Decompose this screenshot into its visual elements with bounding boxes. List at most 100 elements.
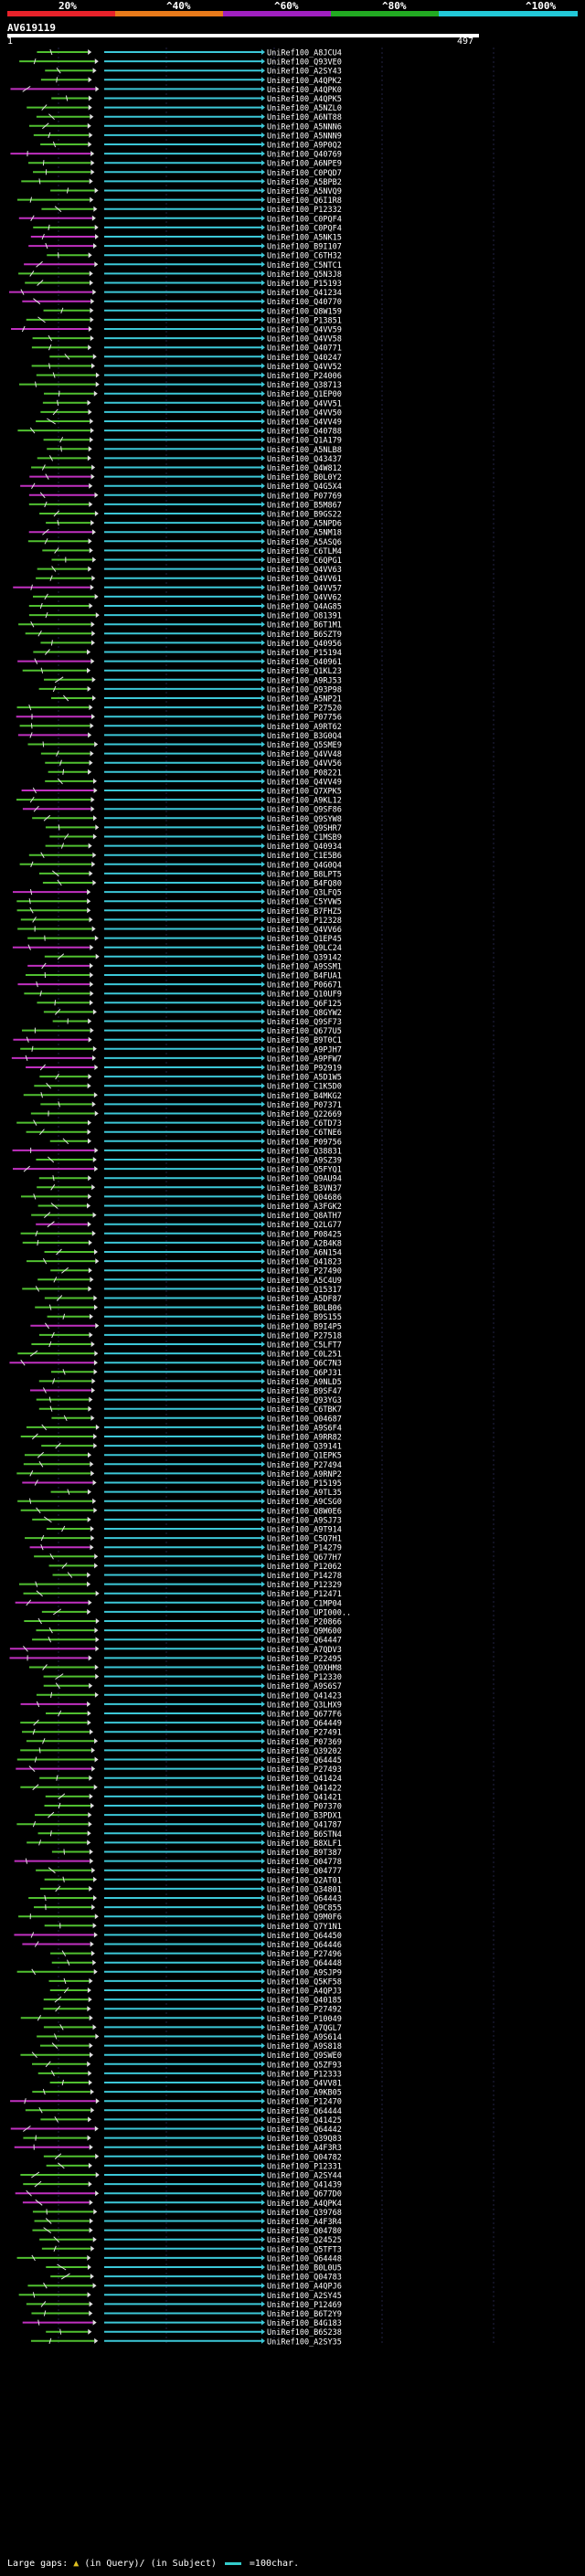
- hit-label[interactable]: UniRef100_Q64448: [267, 2254, 342, 2263]
- hit-label[interactable]: UniRef100_C6TD73: [267, 1119, 342, 1129]
- hit-label[interactable]: UniRef100_P22495: [267, 1655, 342, 1664]
- hit-label[interactable]: UniRef100_A9PJH7: [267, 1045, 342, 1055]
- hit-row[interactable]: UniRef100_Q9SHR7: [45, 824, 342, 833]
- hit-label[interactable]: UniRef100_Q04686: [267, 1193, 342, 1203]
- hit-label[interactable]: UniRef100_O81391: [267, 612, 342, 621]
- hit-label[interactable]: UniRef100_Q677D0: [267, 2190, 342, 2200]
- hit-label[interactable]: UniRef100_Q4VV59: [267, 326, 342, 335]
- hit-row[interactable]: UniRef100_A9KL12: [16, 797, 342, 806]
- hit-label[interactable]: UniRef100_Q4VV56: [267, 759, 342, 769]
- hit-label[interactable]: UniRef100_Q9SF86: [267, 806, 342, 815]
- hit-row[interactable]: UniRef100_Q41424: [39, 1775, 342, 1784]
- hit-label[interactable]: UniRef100_C6TBK7: [267, 1405, 342, 1415]
- hit-row[interactable]: UniRef100_A5NNN9: [33, 132, 342, 141]
- hit-row[interactable]: UniRef100_Q41421: [45, 1793, 342, 1802]
- hit-row[interactable]: UniRef100_A9S6S7: [43, 1682, 342, 1691]
- hit-row[interactable]: UniRef100_P12332: [41, 206, 342, 215]
- hit-row[interactable]: UniRef100_A9SJP9: [16, 1968, 342, 1977]
- hit-row[interactable]: UniRef100_Q3LHX9: [20, 1701, 342, 1710]
- hit-row[interactable]: UniRef100_A7QGL7: [43, 2024, 342, 2033]
- hit-row[interactable]: UniRef100_Q5N3J8: [18, 270, 342, 280]
- hit-row[interactable]: UniRef100_B6T1M1: [18, 621, 342, 631]
- hit-row[interactable]: UniRef100_P20866: [24, 1618, 342, 1627]
- hit-label[interactable]: UniRef100_Q40769: [267, 151, 342, 160]
- hit-label[interactable]: UniRef100_P27493: [267, 1765, 342, 1775]
- hit-row[interactable]: UniRef100_Q4VV56: [45, 759, 342, 769]
- hit-row[interactable]: UniRef100_P07756: [16, 714, 342, 723]
- hit-row[interactable]: UniRef100_Q40934: [45, 843, 342, 852]
- hit-label[interactable]: UniRef100_Q4VV81: [267, 2080, 342, 2089]
- hit-row[interactable]: UniRef100_Q64446: [22, 1941, 342, 1950]
- hit-label[interactable]: UniRef100_Q64447: [267, 1637, 342, 1646]
- hit-row[interactable]: UniRef100_A5NNN6: [29, 122, 342, 132]
- hit-label[interactable]: UniRef100_Q7Y1N1: [267, 1923, 342, 1932]
- hit-label[interactable]: UniRef100_P12062: [267, 1563, 342, 1572]
- hit-label[interactable]: UniRef100_Q2AT01: [267, 1876, 342, 1885]
- hit-label[interactable]: UniRef100_P20866: [267, 1618, 342, 1627]
- hit-row[interactable]: UniRef100_A4QPK0: [10, 86, 342, 95]
- hit-row[interactable]: UniRef100_A9CSG0: [17, 1498, 342, 1507]
- hit-row[interactable]: UniRef100_P15193: [25, 280, 342, 289]
- hit-row[interactable]: UniRef100_A4QPJ3: [49, 1988, 342, 1997]
- hit-label[interactable]: UniRef100_B9I107: [267, 243, 342, 252]
- hit-label[interactable]: UniRef100_A9S6S7: [267, 1682, 342, 1691]
- hit-label[interactable]: UniRef100_C5YVW5: [267, 898, 342, 907]
- hit-row[interactable]: UniRef100_P27520: [16, 705, 342, 714]
- hit-row[interactable]: UniRef100_Q677F6: [46, 1711, 342, 1720]
- hit-row[interactable]: UniRef100_Q4VV48: [40, 750, 342, 759]
- hit-row[interactable]: UniRef100_Q1EP00: [44, 390, 342, 399]
- hit-row[interactable]: UniRef100_B8XLF1: [27, 1839, 342, 1849]
- hit-row[interactable]: UniRef100_Q9M0F6: [18, 1913, 342, 1923]
- hit-label[interactable]: UniRef100_Q9LC24: [267, 944, 342, 953]
- hit-row[interactable]: UniRef100_Q40769: [10, 151, 342, 160]
- hit-label[interactable]: UniRef100_Q6PJ31: [267, 1369, 342, 1378]
- hit-label[interactable]: UniRef100_C6TLM4: [267, 547, 342, 557]
- hit-row[interactable]: UniRef100_B9SF47: [30, 1387, 342, 1396]
- hit-label[interactable]: UniRef100_P92919: [267, 1065, 342, 1074]
- hit-row[interactable]: UniRef100_P12330: [43, 1673, 342, 1682]
- hit-row[interactable]: UniRef100_Q9SF73: [52, 1018, 342, 1027]
- hit-label[interactable]: UniRef100_Q41425: [267, 2116, 342, 2125]
- hit-label[interactable]: UniRef100_Q6F125: [267, 1000, 342, 1009]
- hit-label[interactable]: UniRef100_Q4G5X4: [267, 482, 342, 492]
- hit-row[interactable]: UniRef100_A4QPJ6: [27, 2283, 342, 2292]
- hit-row[interactable]: UniRef100_B9S155: [47, 1313, 342, 1322]
- hit-row[interactable]: UniRef100_P07370: [44, 1803, 342, 1812]
- hit-row[interactable]: UniRef100_B0L0Y2: [29, 473, 342, 482]
- hit-row[interactable]: UniRef100_B0LB06: [35, 1304, 342, 1313]
- hit-label[interactable]: UniRef100_A5DF87: [267, 1295, 342, 1304]
- hit-row[interactable]: UniRef100_A9S818: [39, 2042, 342, 2051]
- hit-row[interactable]: UniRef100_Q2AT01: [44, 1876, 342, 1885]
- hit-label[interactable]: UniRef100_Q10UF9: [267, 991, 342, 1000]
- hit-row[interactable]: UniRef100_Q1A179: [43, 437, 342, 446]
- hit-label[interactable]: UniRef100_B0L0U5: [267, 2264, 342, 2274]
- hit-row[interactable]: UniRef100_A4QPK4: [22, 2200, 342, 2209]
- hit-row[interactable]: UniRef100_Q9AU94: [38, 1175, 342, 1184]
- hit-row[interactable]: UniRef100_A2B4K8: [22, 1239, 342, 1248]
- hit-row[interactable]: UniRef100_B3VN37: [37, 1184, 342, 1193]
- hit-label[interactable]: UniRef100_Q4VV61: [267, 575, 342, 584]
- hit-label[interactable]: UniRef100_Q40788: [267, 428, 342, 437]
- hit-row[interactable]: UniRef100_P07371: [40, 1101, 342, 1110]
- hit-label[interactable]: UniRef100_A5NZL0: [267, 104, 342, 113]
- hit-label[interactable]: UniRef100_UPI000..: [267, 1608, 351, 1617]
- hit-row[interactable]: UniRef100_A5NVQ9: [50, 187, 342, 196]
- hit-label[interactable]: UniRef100_A2B4K8: [267, 1239, 342, 1248]
- hit-row[interactable]: UniRef100_Q04780: [32, 2227, 342, 2236]
- hit-row[interactable]: UniRef100_C6QPG1: [51, 557, 342, 566]
- hit-label[interactable]: UniRef100_A4QPJ3: [267, 1988, 342, 1997]
- hit-row[interactable]: UniRef100_A9RJ53: [44, 676, 342, 685]
- hit-label[interactable]: UniRef100_P15193: [267, 280, 342, 289]
- hit-row[interactable]: UniRef100_Q6PJ31: [51, 1369, 342, 1378]
- hit-row[interactable]: UniRef100_B4G183: [22, 2319, 342, 2328]
- hit-label[interactable]: UniRef100_Q3LHX9: [267, 1701, 342, 1710]
- hit-label[interactable]: UniRef100_A3FGK2: [267, 1203, 342, 1212]
- hit-label[interactable]: UniRef100_Q38831: [267, 1147, 342, 1156]
- hit-row[interactable]: UniRef100_Q7XPK5: [21, 788, 342, 797]
- hit-label[interactable]: UniRef100_Q39202: [267, 1747, 342, 1756]
- hit-label[interactable]: UniRef100_Q5KF58: [267, 1977, 342, 1987]
- hit-row[interactable]: UniRef100_Q7Y1N1: [44, 1923, 342, 1932]
- hit-label[interactable]: UniRef100_Q6C7N3: [267, 1360, 342, 1369]
- hit-row[interactable]: UniRef100_A5ASQ6: [27, 538, 342, 547]
- hit-label[interactable]: UniRef100_A5NP21: [267, 695, 342, 705]
